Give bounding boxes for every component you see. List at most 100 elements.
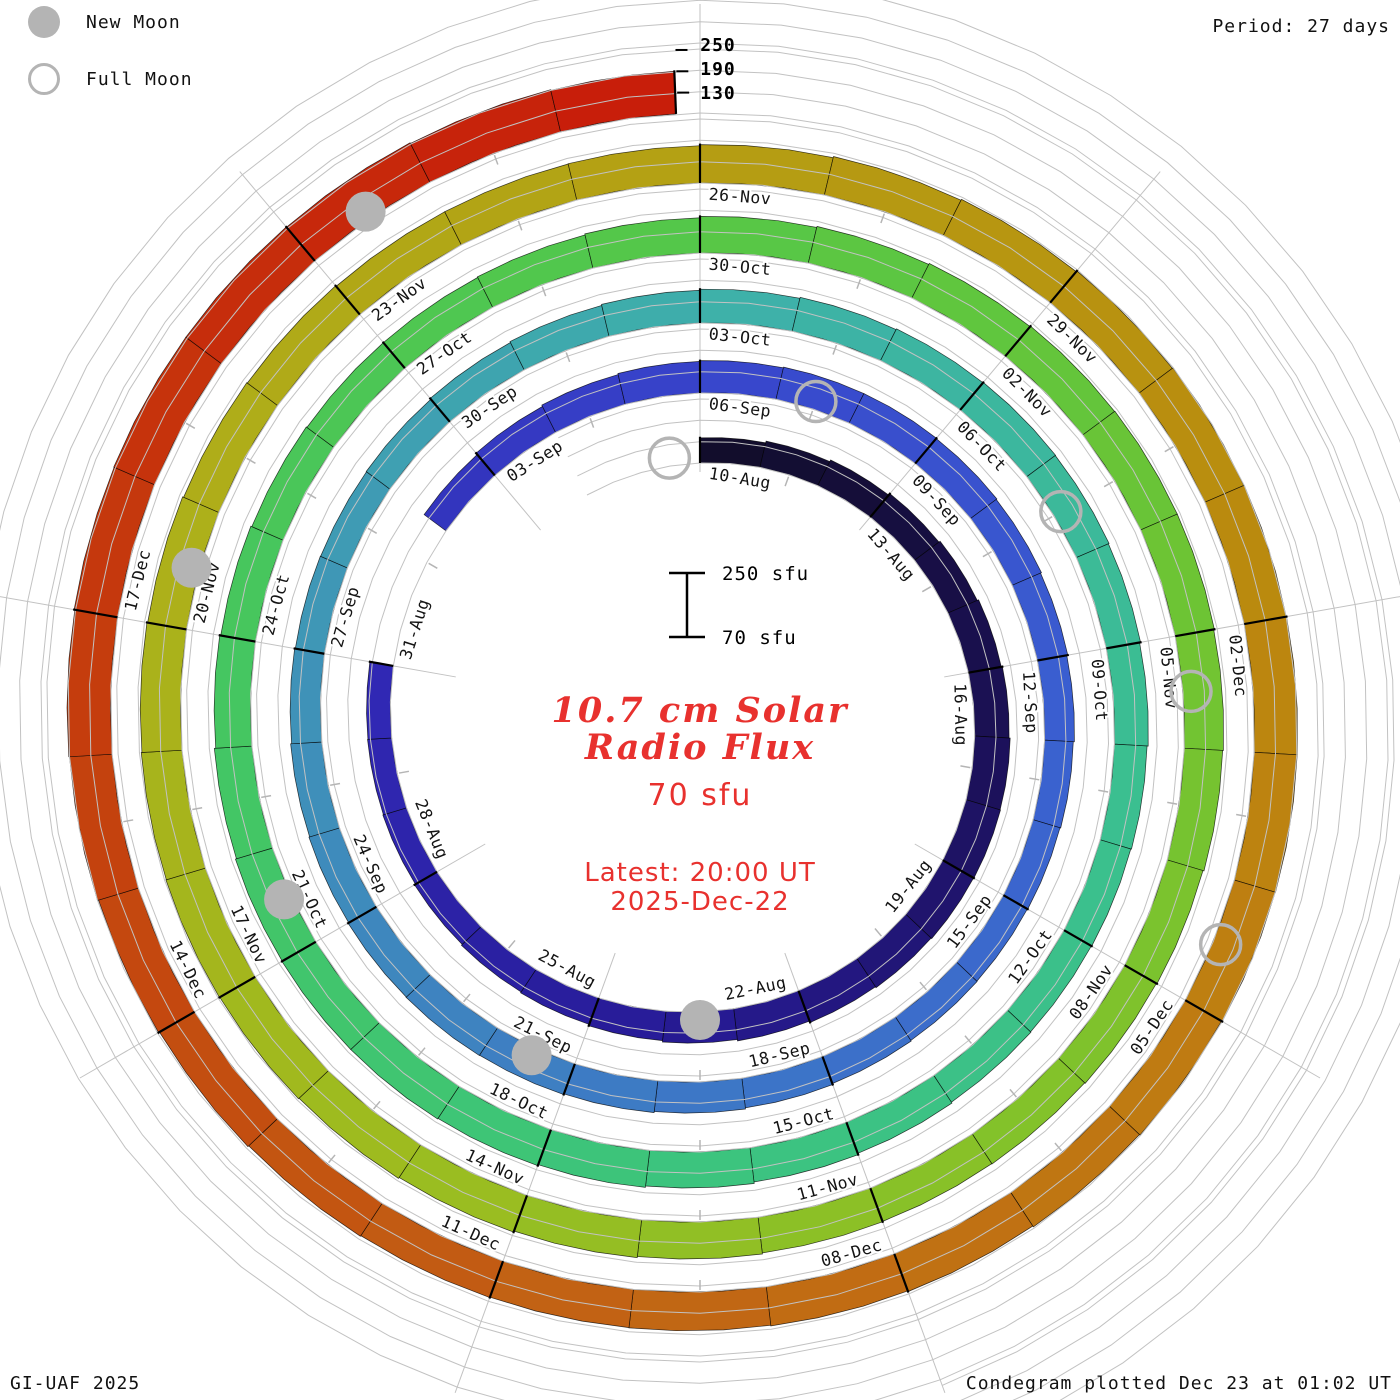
flux-bar-day <box>1011 572 1069 661</box>
three-day-divider <box>381 341 406 369</box>
flux-bar-day <box>513 1194 642 1259</box>
full-moon-label: Full Moon <box>86 68 193 90</box>
mid-tick <box>307 492 317 499</box>
mid-tick <box>589 417 595 428</box>
three-day-divider <box>413 870 438 887</box>
scale-tick-190: 190 <box>700 59 736 80</box>
mid-tick <box>1103 481 1114 488</box>
mid-tick <box>428 562 438 569</box>
flux-bar-day <box>423 453 496 532</box>
three-day-divider <box>845 1121 860 1157</box>
three-day-divider <box>334 284 361 316</box>
new-moon-marker <box>680 1000 720 1040</box>
flux-bar-day <box>911 262 1031 357</box>
new-moon-marker <box>264 879 305 920</box>
mid-tick <box>541 286 547 297</box>
three-day-divider <box>536 1129 552 1168</box>
flux-bar-day <box>213 634 256 749</box>
date-label: 31-Aug <box>396 596 433 661</box>
three-day-divider <box>1049 269 1079 304</box>
sfu-grid-spiral <box>19 21 1400 1400</box>
date-label: 09-Oct <box>1088 658 1112 722</box>
new-moon-icon <box>28 6 60 38</box>
flux-bar-day <box>636 1216 763 1260</box>
three-day-divider <box>869 1187 885 1224</box>
three-day-divider <box>1063 929 1094 948</box>
mid-tick <box>1167 801 1178 805</box>
three-day-divider <box>1124 964 1159 986</box>
date-label: 30-Oct <box>708 255 772 279</box>
flux-bar-day <box>460 926 537 993</box>
mid-tick <box>1054 1142 1062 1152</box>
three-day-divider <box>488 1260 505 1299</box>
scale-bar <box>669 571 705 639</box>
legend-full-moon: Full Moon <box>28 63 193 95</box>
mid-tick <box>373 1100 381 1110</box>
flux-bar-day <box>1063 839 1132 947</box>
flux-bar-day <box>1233 751 1298 893</box>
three-day-divider <box>968 665 1004 674</box>
flux-bar-day <box>970 498 1042 586</box>
full-moon-icon <box>28 63 60 95</box>
flux-bar-day <box>140 749 206 881</box>
flux-bar-day <box>366 661 394 740</box>
scalebar-min-label: 70 sfu <box>722 627 797 649</box>
flux-bar-day <box>628 1286 772 1332</box>
mid-tick <box>960 765 971 769</box>
three-day-divider <box>280 940 317 963</box>
mid-tick <box>261 794 272 799</box>
mid-tick <box>784 476 790 487</box>
flux-bar-day <box>645 1147 755 1189</box>
mid-tick <box>964 1035 972 1044</box>
mid-tick <box>192 807 203 811</box>
three-day-divider <box>474 451 496 477</box>
date-label: 03-Oct <box>708 324 772 349</box>
mid-tick <box>367 527 378 534</box>
three-day-divider <box>942 859 976 880</box>
three-day-divider <box>914 436 938 465</box>
latest-date-label: 2025-Dec-22 <box>610 887 790 917</box>
three-day-divider <box>218 634 256 643</box>
mid-tick <box>493 154 499 165</box>
three-day-divider <box>893 1253 910 1293</box>
spiral-end-cap <box>673 70 678 114</box>
mid-tick <box>398 770 410 774</box>
date-label: 12-Sep <box>1019 671 1041 735</box>
three-day-divider <box>145 621 187 631</box>
three-day-divider <box>293 647 325 655</box>
three-day-divider <box>959 380 985 411</box>
flux-bar-day <box>405 974 498 1056</box>
chart-title-line1: 10.7 cm Solar <box>551 690 849 731</box>
three-day-divider <box>428 396 451 423</box>
sfu-grid-spiral <box>40 42 1395 1386</box>
mid-tick <box>508 939 516 949</box>
flux-bar-day <box>588 997 667 1041</box>
flux-bar-day <box>289 648 325 745</box>
mid-tick <box>880 213 886 224</box>
radial-spoke <box>944 596 1400 678</box>
three-day-divider <box>1037 653 1069 662</box>
mid-tick <box>328 1154 336 1164</box>
flux-bar-day <box>823 156 962 236</box>
mid-tick <box>185 422 196 429</box>
flux-bar-day <box>537 1129 651 1188</box>
flux-bar-day <box>213 745 273 860</box>
scale-tick-250: 250 <box>700 35 736 56</box>
flux-bar-day <box>1204 484 1287 625</box>
mid-tick <box>982 551 992 558</box>
current-flux-value: 70 sfu <box>647 778 753 813</box>
three-day-divider <box>72 608 118 619</box>
three-day-divider <box>797 990 812 1024</box>
three-day-divider <box>1243 615 1288 626</box>
three-day-divider <box>218 975 256 999</box>
date-label: 06-Sep <box>708 394 773 421</box>
mid-tick <box>1164 446 1174 453</box>
three-day-divider <box>512 1195 529 1234</box>
latest-time-label: Latest: 20:00 UT <box>584 858 816 888</box>
mid-tick <box>856 279 862 290</box>
period-label: Period: 27 days <box>1212 16 1390 37</box>
scale-tick-130: 130 <box>700 83 736 104</box>
date-label: 16-Aug <box>950 683 970 746</box>
new-moon-label: New Moon <box>86 11 181 33</box>
